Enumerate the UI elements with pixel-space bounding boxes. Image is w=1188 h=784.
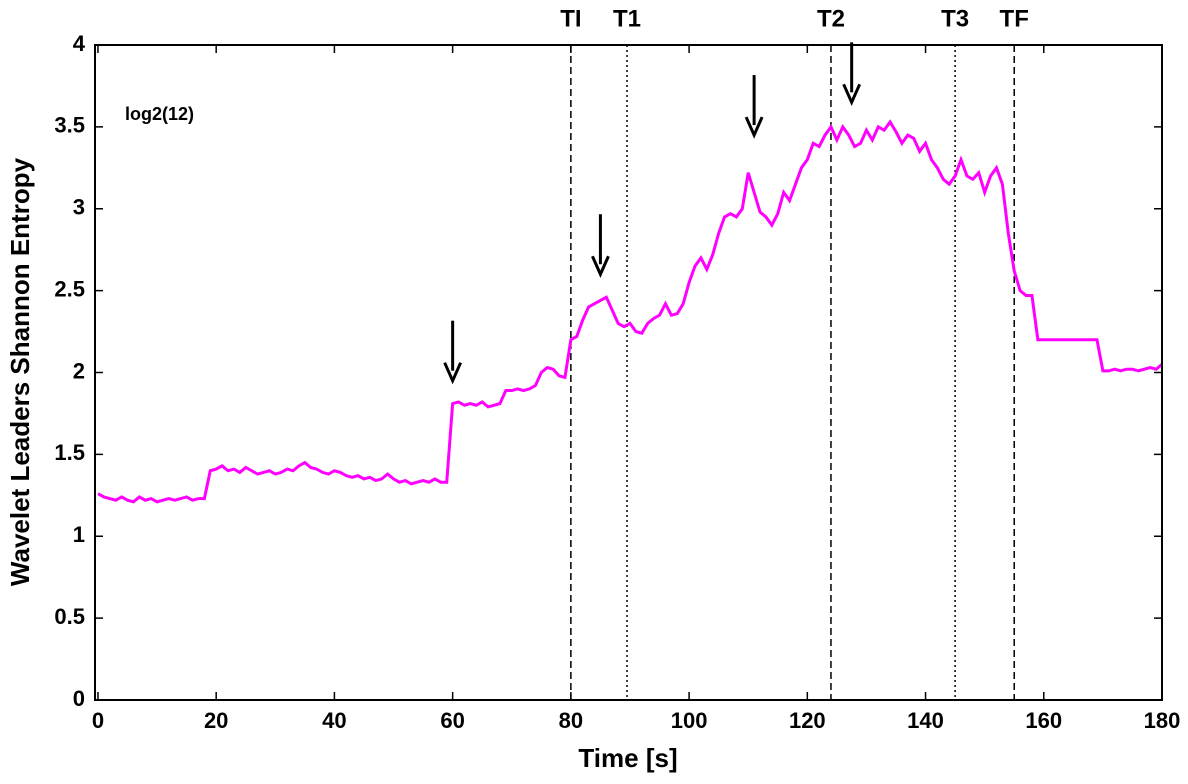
arrow-head: [591, 255, 610, 278]
plot-frame: [94, 44, 1163, 701]
arrow-head: [842, 83, 862, 107]
y-tick-label: 1: [73, 522, 85, 547]
reference-label: T1: [613, 5, 641, 32]
reference-label: T2: [817, 5, 845, 32]
x-tick-label: 40: [322, 708, 346, 733]
x-axis-label: Time [s]: [578, 743, 677, 773]
line: [97, 119, 1163, 504]
y-tick-label: 0: [73, 686, 85, 711]
x-tick-label: 160: [1025, 708, 1062, 733]
y-tick-label: 2.5: [54, 276, 85, 301]
y-tick-label: 3: [73, 195, 85, 220]
x-tick-label: 80: [559, 708, 583, 733]
y-tick-label: 0.5: [54, 604, 85, 629]
x-tick-label: 100: [671, 708, 708, 733]
annotation: log2(12): [125, 104, 194, 124]
x-tick-label: 180: [1144, 708, 1181, 733]
x-tick-label: 140: [907, 708, 944, 733]
x-tick-label: 0: [92, 708, 104, 733]
x-tick-label: 20: [204, 708, 228, 733]
arrow-head: [443, 362, 463, 385]
reference-label: TI: [560, 5, 581, 32]
y-tick-label: 1.5: [54, 440, 85, 465]
y-tick-label: 2: [73, 358, 85, 383]
x-tick-label: 120: [789, 708, 826, 733]
reference-label: TF: [1000, 5, 1029, 32]
x-tick-label: 60: [440, 708, 464, 733]
y-tick-label: 4: [73, 31, 86, 56]
y-tick-label: 3.5: [54, 113, 85, 138]
reference-label: T3: [941, 5, 969, 32]
arrow-head: [744, 116, 764, 139]
y-axis-label: Wavelet Leaders Shannon Entropy: [5, 157, 35, 586]
